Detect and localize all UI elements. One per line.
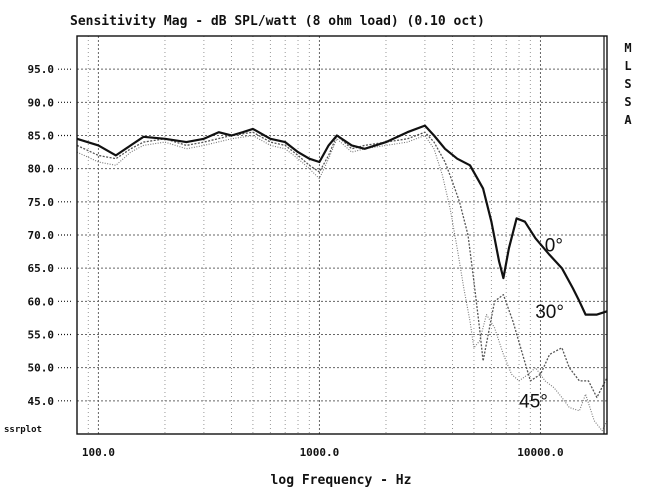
- side-label-letter: S: [624, 77, 631, 91]
- x-axis-label: log Frequency - Hz: [271, 473, 412, 488]
- series-line-1: [76, 131, 608, 399]
- y-tick-label: 45.0: [28, 395, 55, 408]
- plot-border: [76, 35, 608, 435]
- x-axis-ticks: 100.0 1000.0 10000.0: [82, 446, 564, 459]
- y-tick-label: 65.0: [28, 262, 55, 275]
- x-tick-label: 100.0: [82, 446, 115, 459]
- y-tick-label: 95.0: [28, 63, 55, 76]
- angle-annotation: 45°: [519, 391, 548, 412]
- y-tick-label: 75.0: [28, 196, 55, 209]
- side-label-letter: A: [624, 113, 632, 127]
- side-label-letter: S: [624, 95, 631, 109]
- y-tick-label: 70.0: [28, 229, 55, 242]
- side-label-letter: L: [624, 59, 631, 73]
- y-tick-label: 50.0: [28, 362, 55, 375]
- chart-title: Sensitivity Mag - dB SPL/watt (8 ohm loa…: [70, 14, 485, 29]
- series-layer: [76, 124, 608, 432]
- angle-annotation: 30°: [535, 302, 564, 323]
- y-axis-ticks: 95.0 90.0 85.0 80.0 75.0 70.0 65.0 60.0 55.0 50.0…: [28, 63, 72, 408]
- y-tick-label: 90.0: [28, 96, 55, 109]
- y-tick-label: 60.0: [28, 295, 55, 308]
- y-tick-label: 55.0: [28, 329, 55, 342]
- corner-label: ssrplot: [4, 425, 42, 435]
- series-line-0: [76, 124, 608, 316]
- side-label-letter: M: [624, 41, 631, 55]
- y-tick-label: 85.0: [28, 130, 55, 143]
- x-tick-label: 10000.0: [517, 446, 563, 459]
- x-tick-label: 1000.0: [300, 446, 340, 459]
- annotations: 0° 30° 45°: [519, 236, 564, 413]
- series-line-2: [76, 134, 608, 432]
- angle-annotation: 0°: [545, 236, 563, 257]
- y-tick-label: 80.0: [28, 163, 55, 176]
